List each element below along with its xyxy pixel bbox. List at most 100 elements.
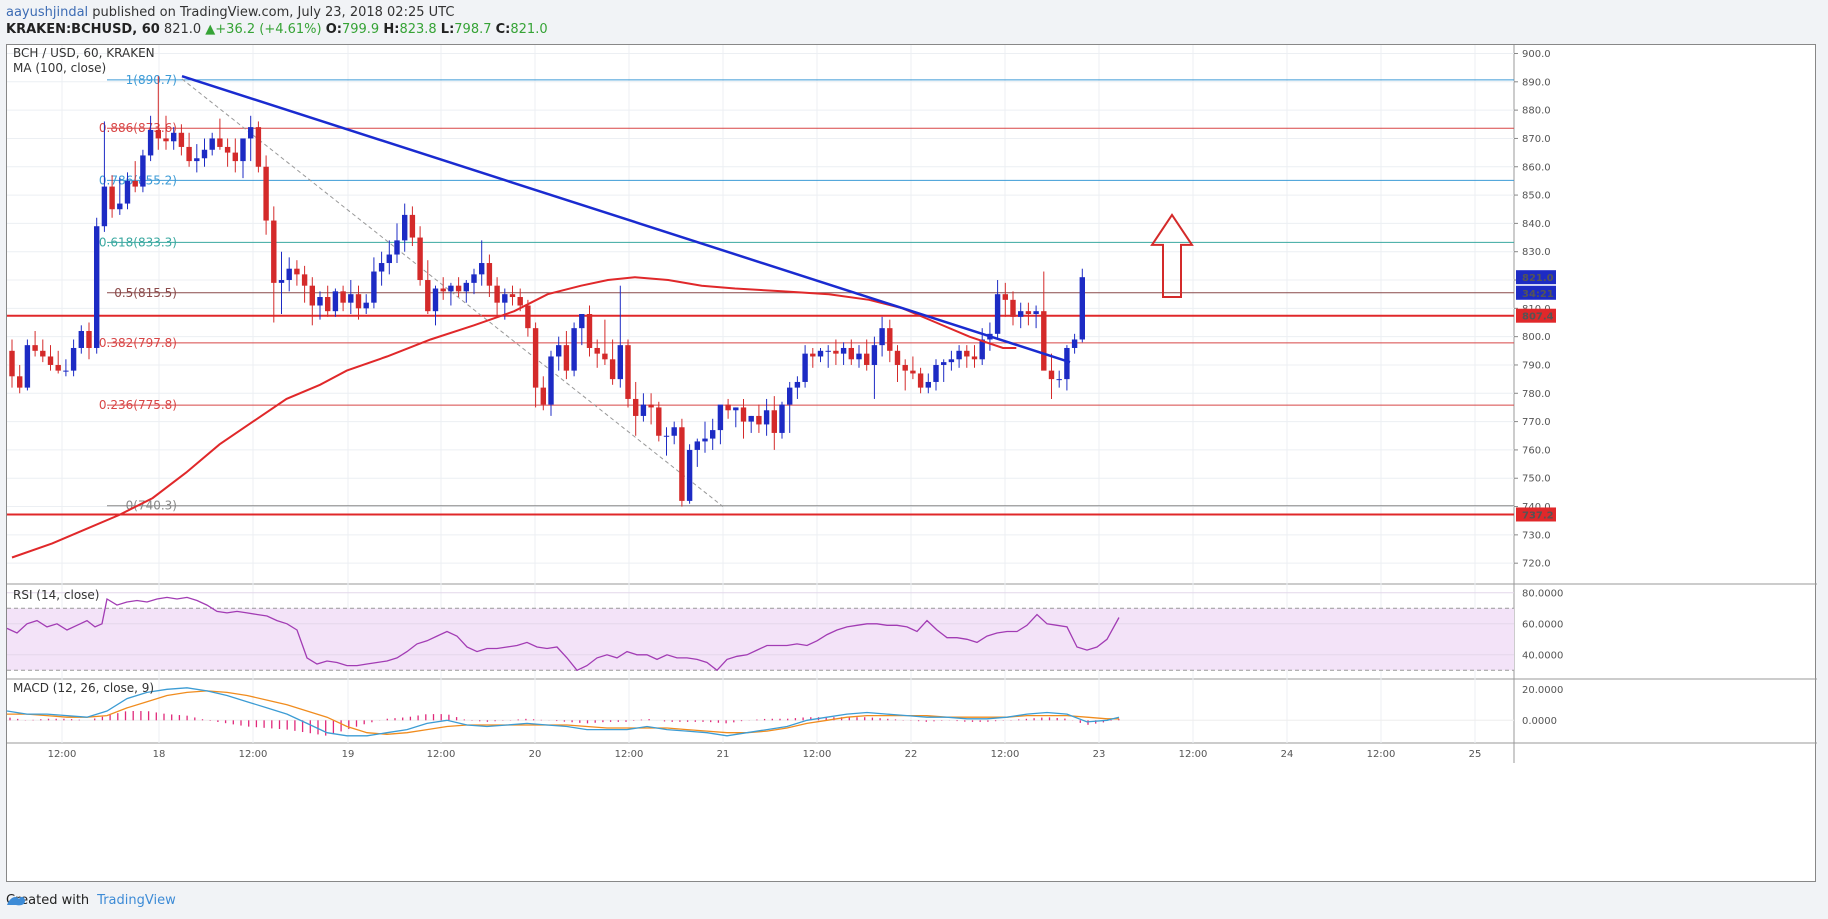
candle-body (864, 353, 870, 365)
candle-body (386, 254, 392, 264)
rsi-tick-label: 60.0000 (1522, 619, 1563, 630)
candle-body (394, 240, 400, 255)
candle-body (409, 214, 416, 238)
symbol[interactable]: KRAKEN:BCHUSD (6, 22, 133, 37)
candle-body (217, 138, 223, 147)
candle-body (86, 330, 92, 348)
candle-body (663, 435, 670, 437)
macd-tick-label: 0.0000 (1522, 716, 1557, 727)
open-value: 799.9 (341, 22, 380, 37)
candle-body (163, 138, 169, 142)
x-tick-label: 12:00 (427, 749, 456, 760)
created-with-text: Created with (6, 893, 90, 908)
y-tick-label: 850.0 (1522, 191, 1551, 202)
x-tick-label: 12:00 (803, 749, 832, 760)
candle-body (579, 314, 585, 329)
fib-level-label: 0.786(855.2) (99, 173, 177, 187)
candle-body (502, 294, 508, 303)
candle-body (232, 152, 238, 162)
candle-body (787, 387, 793, 405)
tradingview-brand[interactable]: TradingView (97, 893, 176, 908)
price-label: 737.2 (1522, 510, 1554, 521)
candle-body (455, 285, 462, 292)
candle-body (694, 441, 700, 450)
candle-body (240, 138, 246, 162)
x-tick-label: 23 (1093, 749, 1106, 760)
candle-body (948, 359, 955, 363)
candle-body (686, 449, 693, 501)
candle-body (956, 350, 962, 360)
candle-body (609, 359, 616, 380)
candle-body (47, 356, 54, 365)
y-tick-label: 840.0 (1522, 219, 1551, 230)
candle-body (309, 285, 315, 306)
chart-svg[interactable]: 12:00 18 12:00 19 12:00 20 12:00 21 12:00 22 12:00… (7, 45, 1817, 883)
candle-body (348, 294, 354, 303)
change: +36.2 (+4.61%) (215, 22, 322, 37)
x-tick-label: 22 (905, 749, 918, 760)
x-tick-label: 21 (717, 749, 730, 760)
candle-body (402, 214, 408, 241)
close-value: 821.0 (510, 22, 548, 37)
candle-body (201, 149, 208, 159)
candle-body (1041, 311, 1047, 371)
candle-body (155, 129, 161, 139)
tradingview-logo-icon (7, 896, 25, 906)
close-label: C: (495, 22, 511, 37)
rsi-label: RSI (14, close) (13, 588, 99, 602)
candle-body (24, 345, 31, 388)
candle-body (1079, 277, 1085, 340)
candle-body (171, 132, 177, 142)
candle-body (463, 282, 469, 292)
candle-body (70, 347, 77, 371)
candle-body (178, 132, 185, 147)
candle-body (856, 353, 862, 360)
published-text: published on TradingView.com, July 23, 2… (88, 5, 455, 20)
price-label-bg (1516, 270, 1556, 285)
candle-body (209, 138, 215, 150)
candle-body (1056, 379, 1062, 381)
candle-body (332, 291, 339, 312)
price-label-bg (1516, 507, 1556, 522)
price-label: 34:21 (1522, 289, 1554, 300)
candle-body (94, 226, 100, 348)
candle-body (594, 347, 600, 354)
candle-body (1002, 294, 1008, 300)
price-label-bg (1516, 308, 1556, 323)
x-tick-label: 19 (342, 749, 355, 760)
candle-body (763, 410, 770, 425)
author-link[interactable]: aayushjindal (6, 5, 89, 20)
candle-body (486, 263, 493, 286)
trendline (181, 74, 1071, 364)
y-tick-label: 730.0 (1522, 530, 1551, 541)
high-value: 823.8 (399, 22, 437, 37)
chart-frame[interactable]: 12:00 18 12:00 19 12:00 20 12:00 21 12:00 22 12:00… (6, 44, 1817, 883)
candle-body (979, 339, 985, 360)
candle-body (278, 280, 285, 283)
candle-body (679, 427, 685, 501)
candle-body (109, 186, 115, 210)
macd-tick-label: 20.0000 (1522, 685, 1563, 696)
y-tick-label: 760.0 (1522, 445, 1551, 456)
candle-body (425, 280, 431, 312)
candle-body (355, 294, 362, 309)
candle-body (509, 294, 516, 298)
fib-level-label: 0.886(873.6) (99, 121, 177, 135)
candle-body (840, 347, 847, 354)
candle-body (571, 328, 577, 371)
candle-body (871, 345, 878, 365)
macd-signal-line (7, 690, 1119, 735)
candle-body (325, 297, 331, 312)
y-tick-label: 770.0 (1522, 417, 1551, 428)
high-label: H: (383, 22, 400, 37)
y-tick-label: 880.0 (1522, 106, 1551, 117)
y-tick-label: 780.0 (1522, 389, 1551, 400)
candle-body (471, 274, 477, 283)
candle-body (1064, 347, 1070, 380)
candle-body (494, 285, 500, 303)
candle-body (817, 350, 824, 357)
candle-body (255, 127, 262, 167)
candle-body (540, 387, 546, 405)
fib-level-label: 1(890.7) (126, 73, 177, 87)
candle-body (794, 381, 801, 388)
